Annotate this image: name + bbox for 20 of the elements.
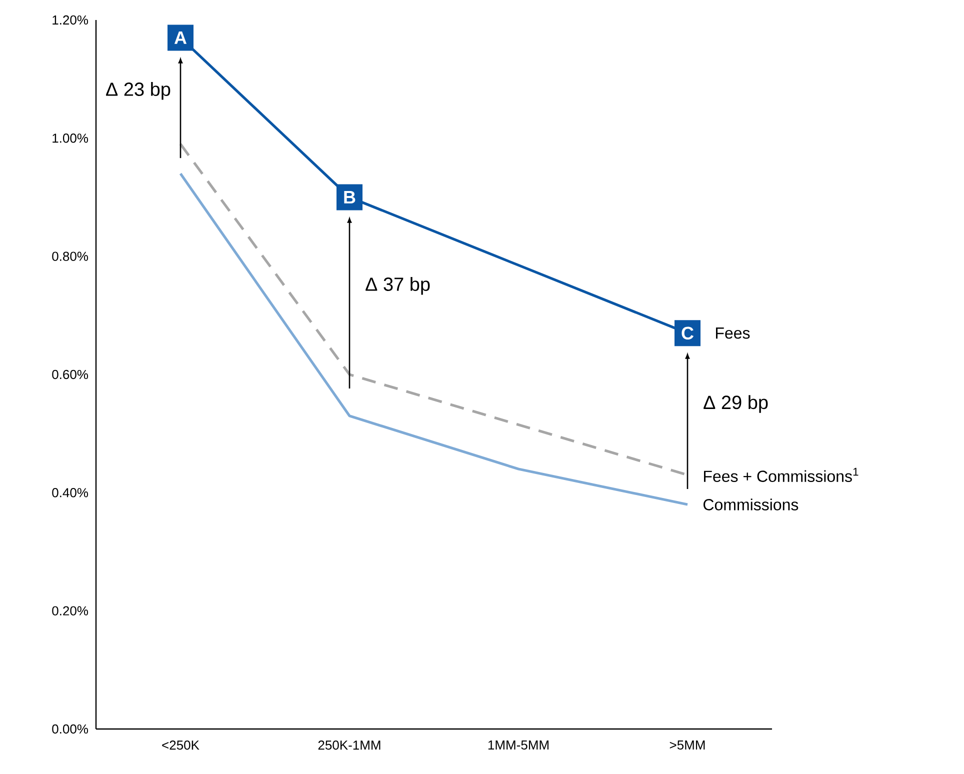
annotation: Δ 37 bp (366, 277, 430, 295)
y-tick-label: 1.00% (52, 134, 88, 143)
y-tick-label: 0.60% (52, 370, 88, 380)
x-tick-label: 1MM-5MM (488, 740, 548, 750)
series-label: Commissions (704, 498, 798, 510)
annotation: Δ 23 bp (106, 82, 170, 100)
y-tick-label: 0.20% (52, 606, 88, 616)
annotation: Δ 29 bp (704, 395, 768, 413)
annotation: C (682, 326, 694, 340)
x-tick-label: <250K (162, 740, 200, 750)
y-tick-label: 1.20% (52, 15, 88, 25)
series-label: Fees (716, 328, 750, 339)
y-tick-label: 0.80% (52, 252, 88, 261)
x-tick-label: >5MM (670, 740, 705, 750)
annotation: B (344, 191, 356, 204)
x-tick-label: 250K-1MM (318, 740, 380, 750)
y-tick-label: 0.00% (52, 724, 88, 734)
series-label: Fees + Commissions$^{1}$ (704, 468, 858, 482)
y-tick-label: 0.40% (52, 488, 88, 498)
annotation: A (174, 32, 187, 44)
